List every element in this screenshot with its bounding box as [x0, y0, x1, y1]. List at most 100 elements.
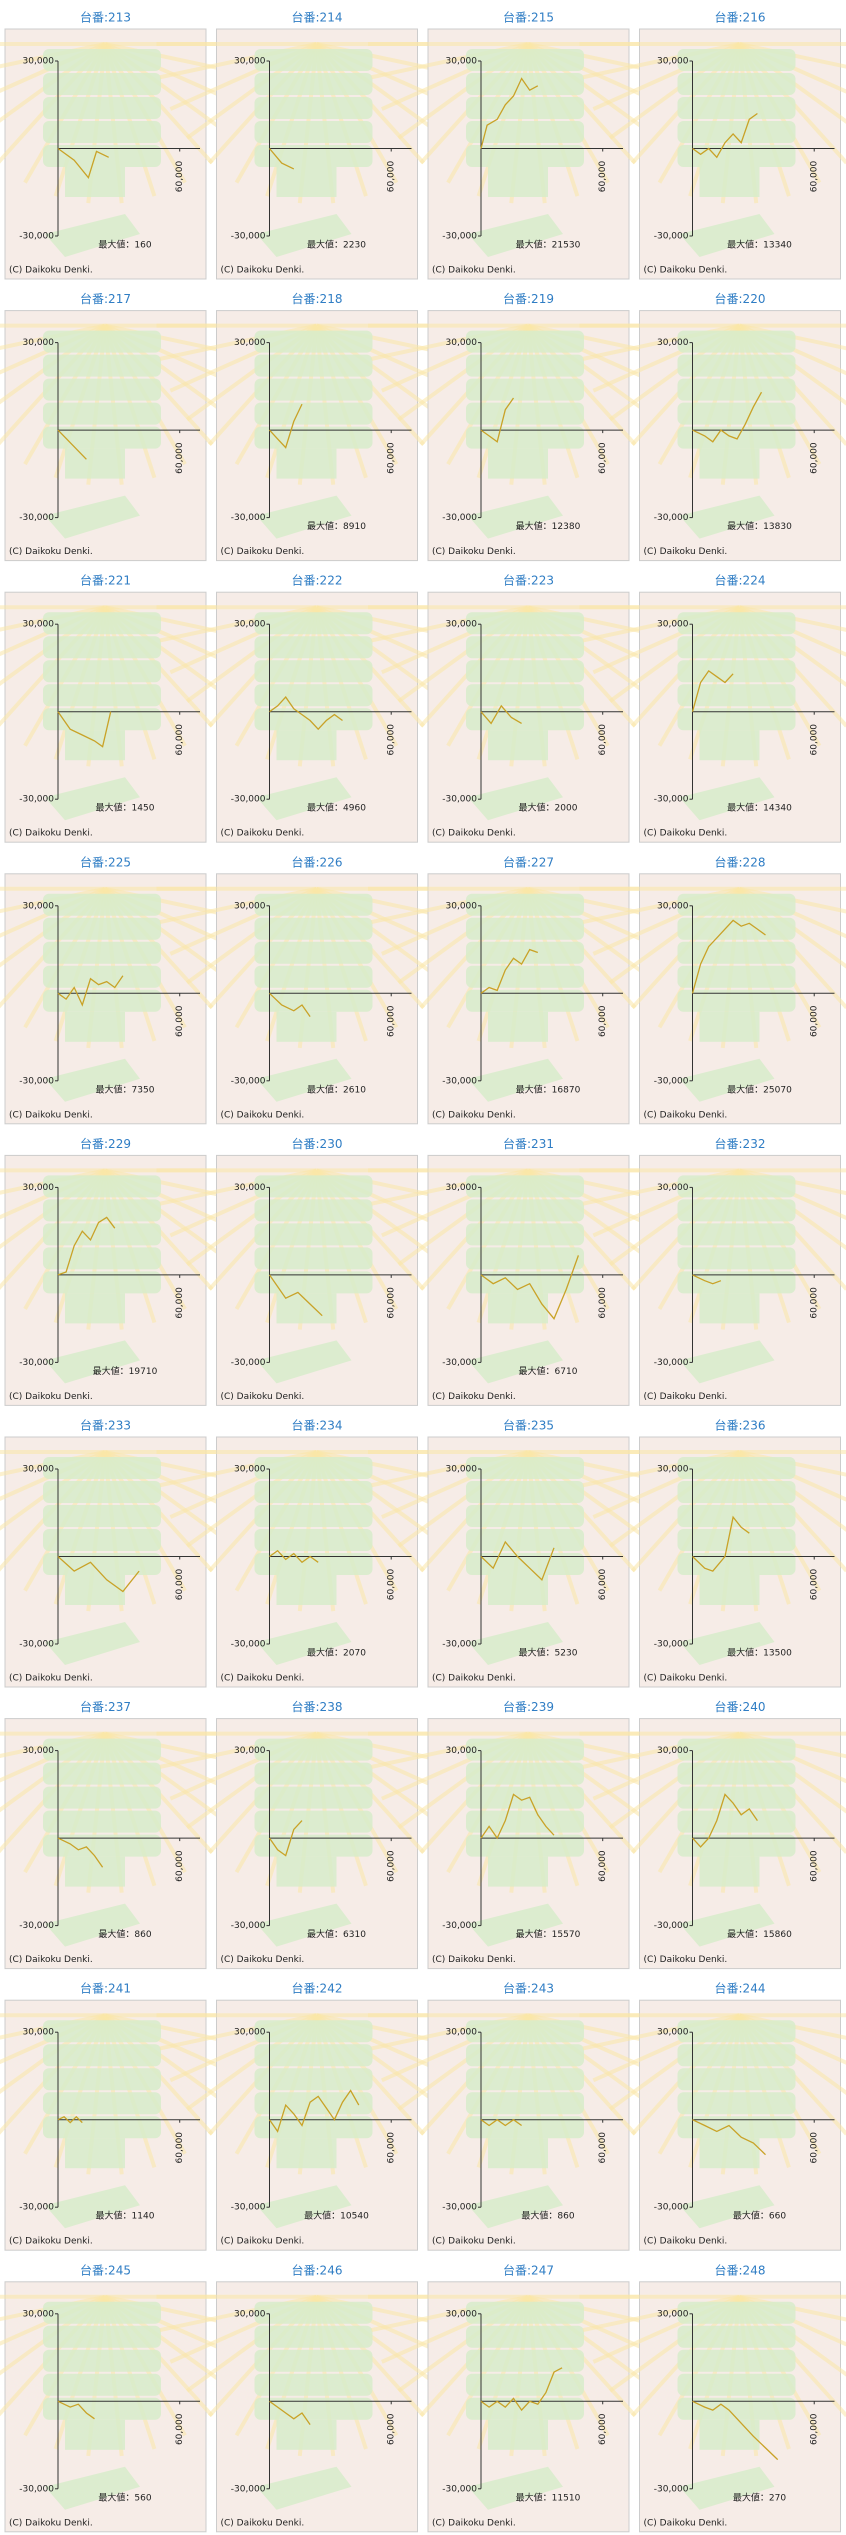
machine-tier	[466, 2068, 584, 2091]
max-label: 最大値：2070	[307, 1647, 366, 1659]
machine-body	[699, 2138, 760, 2169]
max-label: 最大値：6710	[519, 1365, 578, 1377]
machine-tray	[468, 214, 563, 257]
chart-title: 台番:227	[503, 854, 554, 869]
max-label: 最大値：860	[521, 2210, 574, 2222]
machine-tier	[254, 2349, 373, 2372]
y-tick-label: 30,000	[23, 1183, 55, 1193]
data-line	[692, 1793, 758, 1848]
chart-title: 台番:215	[503, 10, 554, 25]
chart-panel: 台番:235 30,000 -30,000 60,000 最大値：5230 (C) Dai…	[368, 1418, 688, 1688]
machine-tier	[466, 2092, 584, 2115]
machine-tray	[256, 1903, 352, 1947]
machine-tier	[254, 2092, 373, 2115]
y-tick-label: -30,000	[19, 232, 54, 242]
y-tick-label: -30,000	[19, 513, 54, 523]
machine-tier	[254, 1505, 373, 1527]
chart-panel: 台番:232 30,000 -30,000 60,000 (C) Daikoku Den…	[579, 1136, 846, 1406]
machine-tier	[254, 2301, 373, 2324]
max-label: 最大値：7350	[96, 1083, 155, 1095]
machine-body	[276, 2138, 337, 2169]
max-label: 最大値：13500	[727, 1647, 792, 1659]
machine-tray	[468, 1622, 563, 1665]
machine-tier	[254, 2373, 373, 2396]
footer: (C) Daikoku Denki.	[432, 2518, 516, 2528]
max-label: 最大値：15860	[727, 1928, 792, 1940]
data-line	[692, 391, 763, 443]
chart-title: 台番:217	[80, 291, 131, 306]
machine-body	[488, 1293, 548, 1324]
y-tick-label: -30,000	[19, 2484, 54, 2494]
x-tick-label: 60,000	[810, 1005, 820, 1037]
y-tick-label: -30,000	[654, 2484, 689, 2494]
machine-tier	[254, 330, 373, 353]
footer: (C) Daikoku Denki.	[644, 1674, 728, 1684]
chart-title: 台番:216	[715, 10, 766, 25]
footer: (C) Daikoku Denki.	[432, 1955, 516, 1965]
data-line	[480, 1540, 555, 1581]
data-line	[57, 975, 124, 1007]
chart-title: 台番:243	[503, 1981, 554, 1996]
machine-tier	[677, 1271, 796, 1294]
chart-panel: 台番:226 30,000 -30,000 60,000 最大値：2610 (C) Dai…	[156, 854, 477, 1125]
machine-tier	[677, 73, 796, 95]
footer: (C) Daikoku Denki.	[9, 2237, 93, 2247]
max-label: 最大値：8910	[307, 520, 366, 532]
x-tick-label: 60,000	[387, 1568, 397, 1600]
y-tick-label: -30,000	[442, 513, 477, 523]
x-tick-label: 60,000	[810, 2132, 820, 2164]
data-line	[57, 147, 109, 180]
machine-tray	[679, 214, 775, 257]
x-tick-label: 60,000	[387, 442, 397, 474]
machine-tray	[256, 495, 352, 539]
data-line	[691, 919, 766, 994]
machine-body	[699, 448, 760, 479]
chart-panel: 台番:225 30,000 -30,000 60,000 最大値：7350 (C) Dai…	[0, 854, 265, 1125]
machine-tier	[466, 378, 584, 401]
max-label: 最大値：16870	[516, 1083, 581, 1095]
y-tick-label: -30,000	[231, 2484, 266, 2494]
machine-tier	[254, 1810, 373, 1833]
machine-tier	[254, 2397, 373, 2420]
machine-tier	[254, 1271, 373, 1294]
chart-title: 台番:213	[80, 10, 131, 25]
machine-tier	[677, 1175, 796, 1198]
chart-title: 台番:234	[292, 1418, 343, 1433]
machine-tier	[677, 684, 796, 707]
machine-tier	[466, 708, 584, 731]
x-tick-label: 60,000	[387, 1287, 397, 1319]
machine-body	[488, 1011, 548, 1042]
machine-tier	[466, 2020, 584, 2043]
max-label: 最大値：2000	[519, 802, 578, 814]
machine-body	[65, 167, 125, 197]
machine-tier	[43, 1247, 161, 1270]
chart-panel: 台番:233 30,000 -30,000 60,000 (C) Daikoku Den…	[0, 1418, 265, 1688]
chart-panel: 台番:240 30,000 -30,000 60,000 最大値：15860 (C) Da…	[579, 1699, 846, 1970]
machine-tier	[43, 1223, 161, 1246]
x-tick-label: 60,000	[810, 1568, 820, 1600]
chart-title: 台番:230	[292, 1136, 343, 1151]
y-tick-label: 30,000	[446, 901, 478, 911]
machine-tier	[677, 330, 796, 353]
machine-tier	[466, 354, 584, 377]
machine-tray	[45, 214, 140, 257]
machine-body	[488, 1575, 548, 1605]
x-tick-label: 60,000	[598, 724, 608, 756]
footer: (C) Daikoku Denki.	[221, 1674, 305, 1684]
x-tick-label: 60,000	[598, 160, 608, 192]
machine-tier	[43, 2020, 161, 2043]
y-tick-label: -30,000	[654, 232, 689, 242]
machine-tier	[677, 1247, 796, 1270]
footer: (C) Daikoku Denki.	[221, 266, 305, 276]
data-line	[480, 704, 522, 725]
machine-tier	[43, 2116, 161, 2139]
chart-title: 台番:232	[715, 1136, 766, 1151]
y-tick-label: 30,000	[23, 338, 55, 348]
machine-tier	[43, 145, 161, 167]
machine-tier	[43, 708, 161, 731]
machine-tier	[466, 1175, 584, 1198]
data-line	[269, 696, 343, 731]
data-line	[692, 112, 758, 159]
max-label: 最大値：160	[98, 239, 151, 251]
footer: (C) Daikoku Denki.	[644, 829, 728, 839]
